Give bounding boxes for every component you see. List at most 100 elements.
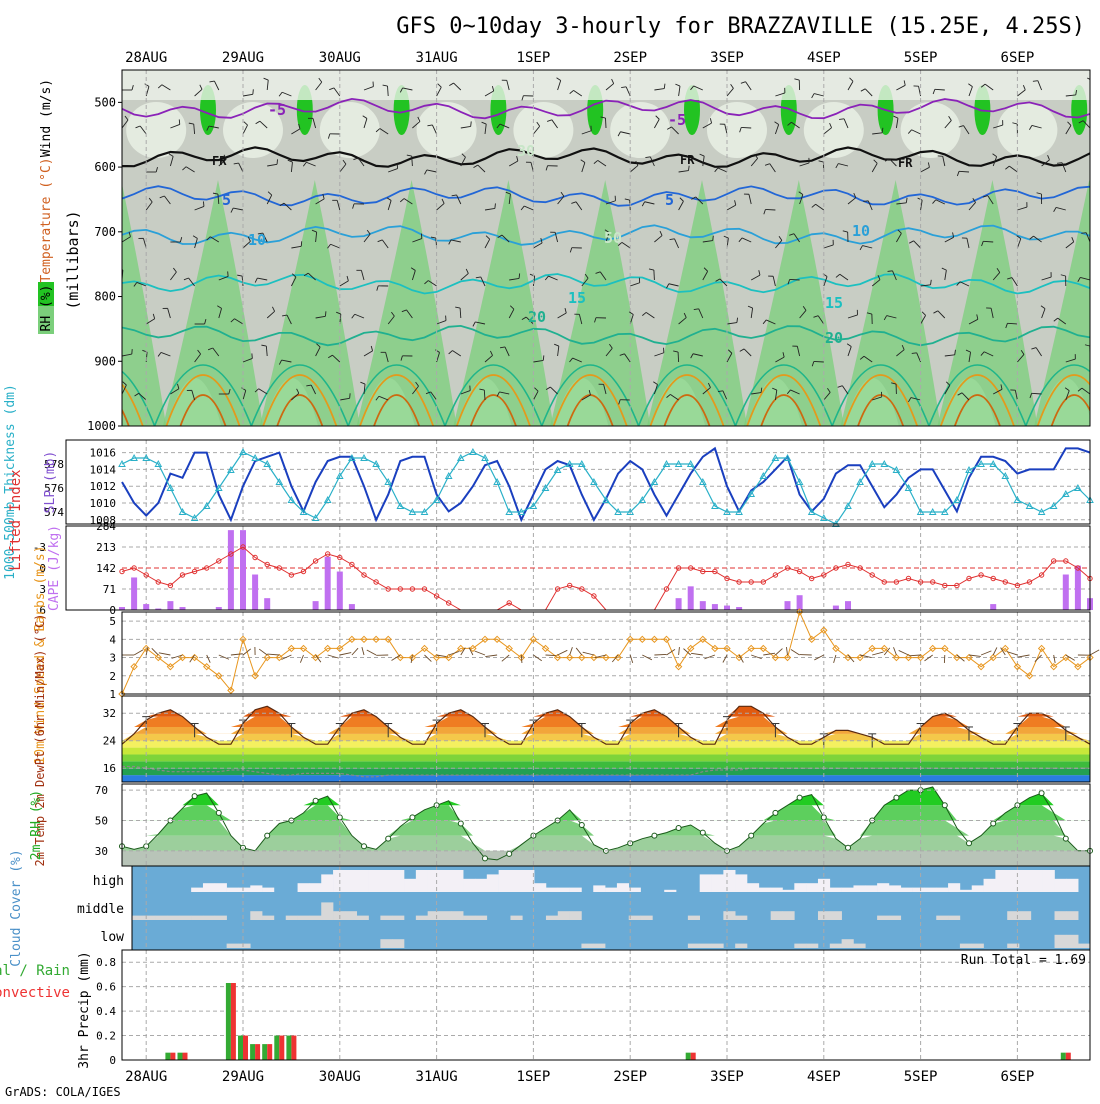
precip-convective-bar bbox=[170, 1053, 175, 1060]
cape-bar bbox=[833, 606, 839, 610]
cape-bar bbox=[845, 601, 851, 610]
precip-convective-bar bbox=[1066, 1053, 1071, 1060]
cloud-bar bbox=[641, 916, 653, 920]
cloud-level-label: high bbox=[93, 874, 124, 889]
cloud-bar bbox=[995, 870, 1007, 892]
precip-total-bar bbox=[274, 1036, 279, 1060]
cloud-bar bbox=[688, 916, 700, 920]
cloud-bar bbox=[806, 883, 818, 892]
wind-barb bbox=[1054, 655, 1055, 663]
temp-band bbox=[122, 748, 1090, 755]
y-tick-label-right: 71 bbox=[103, 583, 116, 596]
cloud-bar bbox=[215, 883, 227, 892]
wind-barb bbox=[993, 647, 997, 655]
contour-label: FR bbox=[680, 153, 695, 167]
contour-label: FR bbox=[898, 156, 913, 170]
cloud-bar bbox=[250, 911, 262, 920]
cloud-bar bbox=[735, 874, 747, 892]
wind-barb-flag bbox=[1057, 163, 1062, 164]
cloud-bar bbox=[250, 885, 262, 892]
cloud-bar bbox=[984, 879, 996, 892]
wind-barb bbox=[679, 647, 680, 655]
cloud-bar bbox=[700, 944, 712, 948]
cloud-bar bbox=[771, 911, 783, 920]
cloud-bar bbox=[238, 944, 250, 948]
y-tick-label: 1000 bbox=[87, 419, 116, 433]
cloud-bar bbox=[510, 870, 522, 892]
y-tick-label-right: 1016 bbox=[90, 447, 117, 460]
cloud-bar bbox=[558, 911, 570, 920]
y-tick-label: 600 bbox=[94, 160, 116, 174]
y-axis-label-right: CAPE (J/kg) bbox=[47, 525, 62, 611]
cloud-bar bbox=[156, 916, 168, 920]
y-axis-label-left: Lifted Index bbox=[8, 469, 24, 570]
legend-temperature: Temperature (°C) bbox=[39, 157, 54, 282]
cloud-bar bbox=[227, 888, 239, 892]
wind-barb bbox=[741, 127, 751, 128]
cloud-bar bbox=[842, 888, 854, 892]
legend-total-rain: Total / Rain bbox=[0, 963, 70, 979]
cape-bar bbox=[143, 604, 149, 610]
rh-point bbox=[458, 821, 463, 826]
wind-barb bbox=[872, 652, 883, 655]
cloud-bar bbox=[333, 911, 345, 920]
cape-bar bbox=[252, 575, 258, 610]
cloud-bar bbox=[499, 870, 511, 892]
cloud-level-label: middle bbox=[77, 902, 124, 917]
cloud-bar bbox=[1078, 944, 1090, 948]
cloud-bar bbox=[759, 888, 771, 892]
cape-bar bbox=[131, 577, 137, 610]
cloud-bar bbox=[771, 888, 783, 892]
y-axis-label: (millibars) bbox=[64, 210, 82, 309]
y-tick-label: 24 bbox=[103, 735, 117, 748]
cloud-bar bbox=[712, 944, 724, 948]
temp-band bbox=[122, 754, 1090, 761]
cloud-bar bbox=[712, 874, 724, 892]
wind-barb bbox=[231, 654, 243, 655]
cape-bar bbox=[712, 604, 718, 610]
cloud-bar bbox=[203, 883, 215, 892]
wind-barb bbox=[340, 653, 351, 655]
cloud-bar bbox=[700, 874, 712, 892]
cloud-bar bbox=[345, 911, 357, 920]
legend-rh: RH (%) bbox=[39, 285, 54, 332]
wind-barb bbox=[751, 655, 762, 659]
cape-bar bbox=[325, 557, 331, 610]
date-tick-label: 5SEP bbox=[904, 50, 938, 66]
wind-barb bbox=[425, 655, 432, 662]
rh-point bbox=[507, 851, 512, 856]
cloud-bar bbox=[510, 916, 522, 920]
wind-barb bbox=[834, 655, 836, 663]
y-tick-label: 70 bbox=[95, 784, 108, 797]
cloud-bar bbox=[830, 888, 842, 892]
cape-bar bbox=[990, 604, 996, 610]
wind-barb bbox=[300, 655, 303, 663]
cloud-bar bbox=[924, 888, 936, 892]
rh-point bbox=[846, 845, 851, 850]
date-tick-label: 2SEP bbox=[613, 1069, 647, 1085]
cloud-bar bbox=[203, 916, 215, 920]
cloud-bar bbox=[428, 870, 440, 892]
contour-label: 20 bbox=[825, 329, 843, 347]
cloud-bar bbox=[357, 916, 369, 920]
rh-point bbox=[894, 795, 899, 800]
date-tick-label: 3SEP bbox=[710, 1069, 744, 1085]
precip-convective-bar bbox=[291, 1036, 296, 1060]
cloud-bar bbox=[475, 879, 487, 892]
cloud-bar bbox=[534, 883, 546, 892]
cloud-bar bbox=[794, 883, 806, 892]
rh-point bbox=[192, 794, 197, 799]
date-tick-label: 29AUG bbox=[222, 1069, 264, 1085]
date-tick-label: 28AUG bbox=[125, 50, 167, 66]
wind-frame bbox=[122, 612, 1090, 694]
cloud-bar bbox=[960, 890, 972, 892]
cloud-bar bbox=[227, 944, 239, 948]
wind-barb bbox=[367, 650, 376, 655]
cloud-bar bbox=[262, 916, 274, 920]
cloud-bar bbox=[380, 916, 392, 920]
contour-label: 10 bbox=[248, 231, 266, 249]
cloud-bar bbox=[558, 888, 570, 892]
cloud-bar bbox=[191, 916, 203, 920]
wind-barb bbox=[115, 311, 122, 318]
rh-point bbox=[483, 856, 488, 861]
